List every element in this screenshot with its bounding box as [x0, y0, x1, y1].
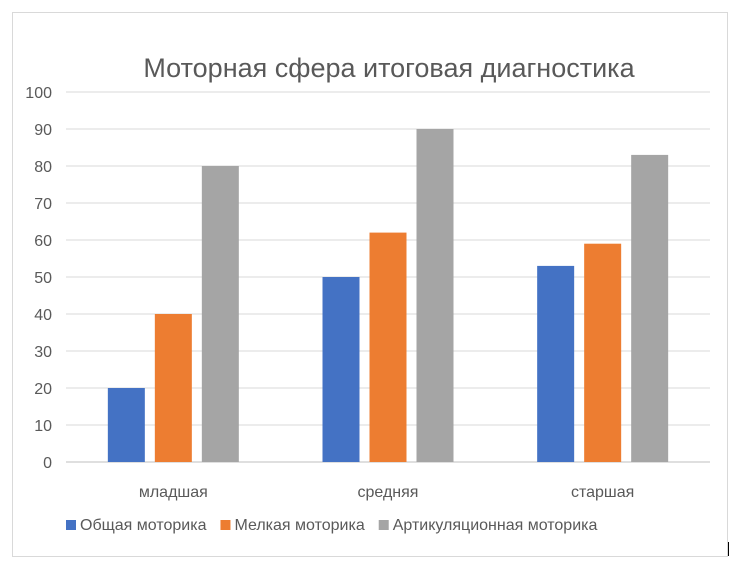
y-tick-label: 10 — [34, 418, 52, 435]
bar — [584, 243, 622, 462]
y-tick-label: 80 — [34, 159, 52, 176]
bar — [322, 277, 360, 462]
legend-label: Мелкая моторика — [234, 517, 364, 534]
x-tick-label: старшая — [571, 484, 634, 501]
legend-swatch — [66, 520, 76, 530]
bar — [201, 166, 239, 462]
legend: Общая моторика Мелкая моторика Артикуляцио… — [66, 517, 597, 534]
legend-label: Артикуляционная моторика — [393, 517, 598, 534]
text-cursor — [728, 542, 729, 556]
x-tick-label: средняя — [358, 484, 419, 501]
bar — [537, 265, 575, 462]
y-tick-label: 60 — [34, 233, 52, 250]
y-tick-label: 90 — [34, 122, 52, 139]
bar — [416, 129, 454, 462]
y-tick-label: 70 — [34, 196, 52, 213]
y-tick-label: 20 — [34, 381, 52, 398]
y-tick-label: 30 — [34, 344, 52, 361]
legend-label: Общая моторика — [80, 517, 207, 534]
y-tick-label: 100 — [25, 85, 52, 102]
x-axis-ticks: младшая средняя старшая — [139, 484, 634, 501]
y-axis-ticks: 0 10 20 30 40 50 60 70 80 90 100 — [25, 85, 52, 472]
bar — [631, 154, 669, 462]
bar — [154, 314, 192, 462]
x-tick-label: младшая — [139, 484, 208, 501]
bars — [107, 129, 669, 462]
y-tick-label: 0 — [43, 455, 52, 472]
y-tick-label: 50 — [34, 270, 52, 287]
y-tick-label: 40 — [34, 307, 52, 324]
chart-title: Моторная сфера итоговая диагностика — [143, 53, 635, 83]
bar — [107, 388, 145, 462]
bar — [369, 232, 407, 462]
legend-swatch — [378, 520, 389, 530]
legend-swatch — [220, 520, 231, 530]
